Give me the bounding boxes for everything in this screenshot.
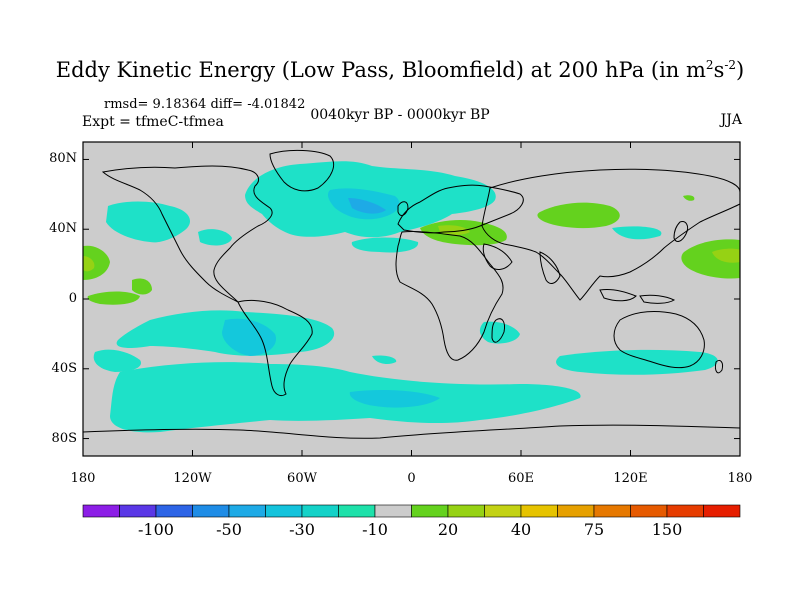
colorbar-swatch [265, 504, 303, 518]
colorbar-label: -100 [138, 520, 174, 539]
colorbar-swatch [666, 504, 704, 518]
lat-label: 40N [49, 221, 77, 237]
longitude-axis [82, 142, 741, 456]
colorbar-swatch [119, 504, 157, 518]
colorbar-label: 150 [651, 520, 683, 539]
colorbar-swatch [155, 504, 193, 518]
season-label: JJA [720, 112, 742, 128]
lon-label: 180 [727, 471, 753, 486]
colorbar-swatch [520, 504, 558, 518]
colorbar-label: -10 [362, 520, 388, 539]
stats-label: rmsd= 9.18364 diff= -4.01842 [104, 97, 306, 112]
colorbar-label: -50 [216, 520, 242, 539]
colorbar-swatch [82, 504, 120, 518]
colorbar-swatch [228, 504, 266, 518]
colorbar-swatch [411, 504, 449, 518]
latitude-axis [83, 158, 740, 440]
lon-label: 120W [173, 471, 212, 486]
positive-anomaly-fields [83, 195, 740, 305]
colorbar-label: -30 [289, 520, 315, 539]
lon-label: 60W [287, 471, 317, 486]
colorbar-label: 75 [583, 520, 605, 539]
lat-label: 40S [51, 360, 77, 376]
coastlines [82, 149, 741, 439]
colorbar-swatch [593, 504, 631, 518]
colorbar-swatch [192, 504, 230, 518]
lon-label: 180 [70, 471, 96, 486]
lat-label: 80S [51, 430, 77, 446]
map-title: Eddy Kinetic Energy (Low Pass, Bloomfiel… [55, 58, 745, 82]
colorbar-swatch [703, 504, 741, 518]
lon-label: 120E [613, 471, 648, 486]
lat-label: 80N [49, 151, 77, 167]
lon-label: 0 [407, 471, 416, 486]
colorbar-swatch [484, 504, 522, 518]
lat-label: 0 [68, 291, 77, 306]
colorbar-swatch [301, 504, 339, 518]
colorbar-swatch [374, 504, 412, 518]
colorbar-label: 20 [437, 520, 459, 539]
colorbar-swatch [338, 504, 376, 518]
colorbar-swatch [557, 504, 595, 518]
experiment-label: Expt = tfmeC-tfmea [82, 114, 224, 130]
colorbar-swatch [630, 504, 668, 518]
colorbar [82, 504, 741, 518]
colorbar-swatch [447, 504, 485, 518]
colorbar-label: 40 [510, 520, 532, 539]
lon-label: 60E [507, 471, 535, 486]
negative-anomaly-fields [93, 161, 718, 433]
period-label: 0040kyr BP - 0000kyr BP [310, 107, 490, 123]
